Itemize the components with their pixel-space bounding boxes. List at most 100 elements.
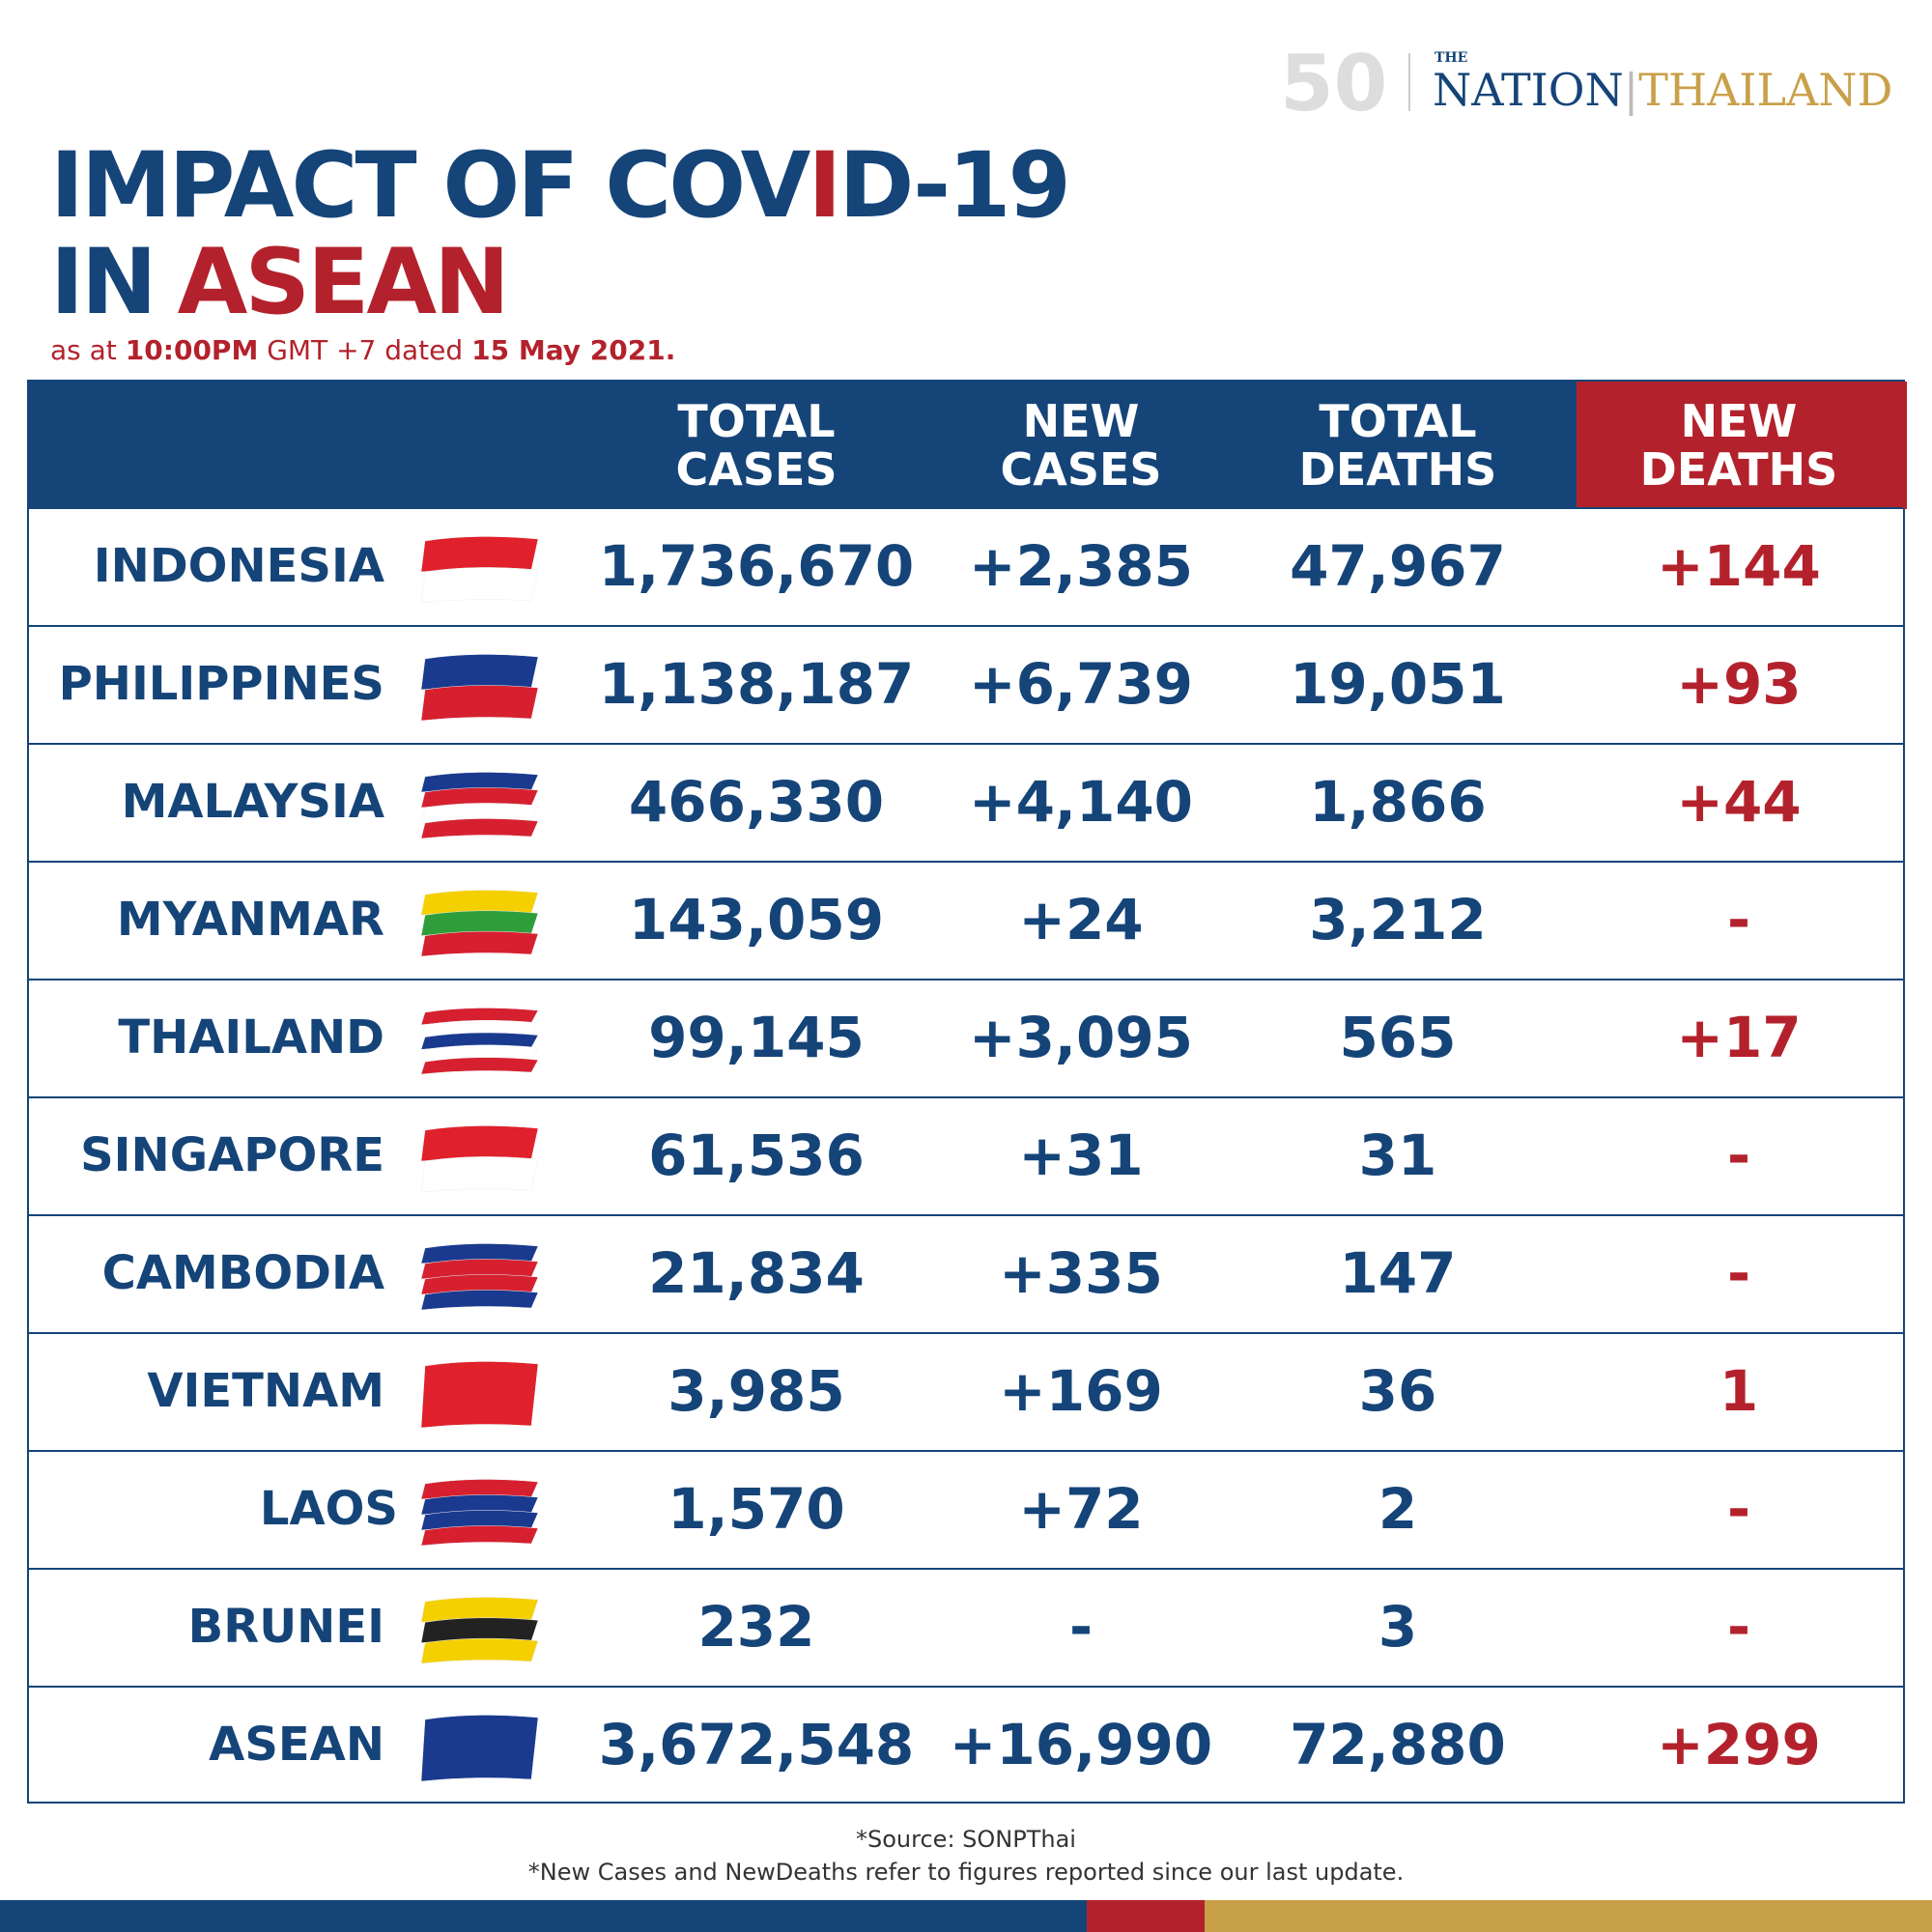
flag-stripe bbox=[420, 1290, 539, 1311]
cell-value: 1,866 bbox=[1309, 769, 1487, 835]
cell-value: 21,834 bbox=[648, 1240, 865, 1306]
cell-value: +93 bbox=[1676, 651, 1802, 717]
column-header: NEW CASES bbox=[1000, 395, 1162, 496]
flag bbox=[420, 1008, 539, 1075]
country-name: THAILAND bbox=[118, 1010, 384, 1065]
cell-value: - bbox=[1726, 1476, 1751, 1542]
logo-divider bbox=[1408, 53, 1410, 111]
cell-value: 3 bbox=[1378, 1594, 1418, 1660]
flag bbox=[420, 1125, 539, 1193]
table-row: VIETNAM 3,985 +169 36 1 bbox=[29, 1332, 1903, 1450]
cell-value: 3,212 bbox=[1309, 887, 1487, 952]
table-row: MYANMAR 143,059 +24 3,212 - bbox=[29, 861, 1903, 979]
cell-value: +169 bbox=[999, 1358, 1163, 1424]
header-highlight bbox=[1577, 382, 1907, 509]
table-row: INDONESIA 1,736,670 +2,385 47,967 +144 bbox=[29, 507, 1903, 625]
country-name: LAOS bbox=[259, 1482, 398, 1536]
cell-value: +144 bbox=[1657, 533, 1821, 599]
country-name: MALAYSIA bbox=[121, 775, 384, 829]
subtitle-part: as at bbox=[50, 334, 117, 366]
subtitle-part: 15 May 2021. bbox=[471, 334, 676, 366]
country-name: MYANMAR bbox=[116, 893, 384, 947]
column-header: TOTAL DEATHS bbox=[1298, 395, 1497, 496]
logo: NATION|THAILAND bbox=[1433, 64, 1893, 116]
cell-value: - bbox=[1726, 1594, 1751, 1660]
logo-thailand: THAILAND bbox=[1638, 64, 1893, 116]
title-part: IMPACT OF COV bbox=[50, 133, 810, 239]
flag-stripe bbox=[420, 1156, 539, 1193]
flag bbox=[420, 536, 539, 604]
table: TOTAL CASES NEW CASES TOTAL DEATHS NEW DEAT… bbox=[27, 380, 1907, 1804]
table-row: PHILIPPINES 1,138,187 +6,739 19,051 +93 bbox=[29, 625, 1903, 743]
flag bbox=[420, 1479, 539, 1547]
cell-value: 565 bbox=[1339, 1005, 1457, 1070]
title-part: I bbox=[808, 133, 841, 239]
flag-stripe bbox=[420, 1125, 539, 1162]
cell-value: +17 bbox=[1676, 1005, 1802, 1070]
title-line2: IN ASEAN bbox=[50, 238, 510, 328]
cell-value: 1,570 bbox=[668, 1476, 845, 1542]
cell-value: +16,990 bbox=[949, 1712, 1213, 1777]
cell-value: +3,095 bbox=[968, 1005, 1194, 1070]
bar-gold bbox=[1205, 1900, 1932, 1932]
cell-value: 147 bbox=[1339, 1240, 1457, 1306]
country-name: ASEAN bbox=[209, 1718, 384, 1772]
cell-value: 99,145 bbox=[648, 1005, 865, 1070]
cell-value: +24 bbox=[1018, 887, 1144, 952]
country-name: INDONESIA bbox=[93, 539, 384, 593]
column-header: NEW DEATHS bbox=[1639, 395, 1838, 496]
table-row: THAILAND 99,145 +3,095 565 +17 bbox=[29, 979, 1903, 1096]
flag-stripe bbox=[420, 930, 539, 957]
flag bbox=[420, 772, 539, 839]
cell-value: 19,051 bbox=[1290, 651, 1506, 717]
table-row: CAMBODIA 21,834 +335 147 - bbox=[29, 1214, 1903, 1332]
cell-value: +299 bbox=[1657, 1712, 1821, 1777]
cell-value: +2,385 bbox=[968, 533, 1194, 599]
cell-value: +44 bbox=[1676, 769, 1802, 835]
cell-value: - bbox=[1726, 887, 1751, 952]
cell-value: - bbox=[1068, 1594, 1094, 1660]
cell-value: 3,985 bbox=[668, 1358, 845, 1424]
flag-stripe bbox=[420, 654, 539, 691]
cell-value: 47,967 bbox=[1290, 533, 1506, 599]
cell-value: 143,059 bbox=[628, 887, 885, 952]
cell-value: - bbox=[1726, 1122, 1751, 1188]
flag-stripe bbox=[420, 1637, 539, 1664]
cell-value: +31 bbox=[1018, 1122, 1144, 1188]
cell-value: 1 bbox=[1719, 1358, 1759, 1424]
column-header: TOTAL CASES bbox=[675, 395, 838, 496]
cell-value: +6,739 bbox=[968, 651, 1194, 717]
table-row: ASEAN 3,672,548 +16,990 72,880 +299 bbox=[29, 1686, 1903, 1804]
title-part: IN bbox=[50, 230, 157, 335]
cell-value: 61,536 bbox=[648, 1122, 865, 1188]
country-name: CAMBODIA bbox=[101, 1246, 384, 1300]
footnote: *Source: SONPThai bbox=[856, 1826, 1076, 1853]
cell-value: +4,140 bbox=[968, 769, 1194, 835]
country-name: VIETNAM bbox=[147, 1364, 384, 1418]
bar-blue bbox=[0, 1900, 1087, 1932]
flag-stripe bbox=[420, 1361, 539, 1429]
cell-value: 31 bbox=[1358, 1122, 1437, 1188]
cell-value: 232 bbox=[697, 1594, 815, 1660]
flag-stripe bbox=[420, 1057, 539, 1075]
country-name: BRUNEI bbox=[187, 1600, 384, 1654]
logo-the: THE bbox=[1435, 50, 1468, 66]
flag-stripe bbox=[420, 536, 539, 573]
cell-value: 1,138,187 bbox=[598, 651, 915, 717]
anniversary-logo: 50 bbox=[1280, 39, 1388, 128]
cell-value: +72 bbox=[1018, 1476, 1144, 1542]
flag bbox=[420, 1361, 539, 1429]
table-row: SINGAPORE 61,536 +31 31 - bbox=[29, 1096, 1903, 1214]
table-row: MALAYSIA 466,330 +4,140 1,866 +44 bbox=[29, 743, 1903, 861]
flag-stripe bbox=[420, 567, 539, 604]
country-name: SINGAPORE bbox=[80, 1128, 384, 1182]
cell-value: 3,672,548 bbox=[598, 1712, 915, 1777]
cell-value: 36 bbox=[1358, 1358, 1437, 1424]
title-part: ASEAN bbox=[177, 230, 510, 335]
title-part: D-19 bbox=[838, 133, 1071, 239]
flag bbox=[420, 1715, 539, 1782]
subtitle-part: 10:00PM bbox=[125, 334, 259, 366]
cell-value: - bbox=[1726, 1240, 1751, 1306]
flag bbox=[420, 654, 539, 722]
flag bbox=[420, 890, 539, 957]
